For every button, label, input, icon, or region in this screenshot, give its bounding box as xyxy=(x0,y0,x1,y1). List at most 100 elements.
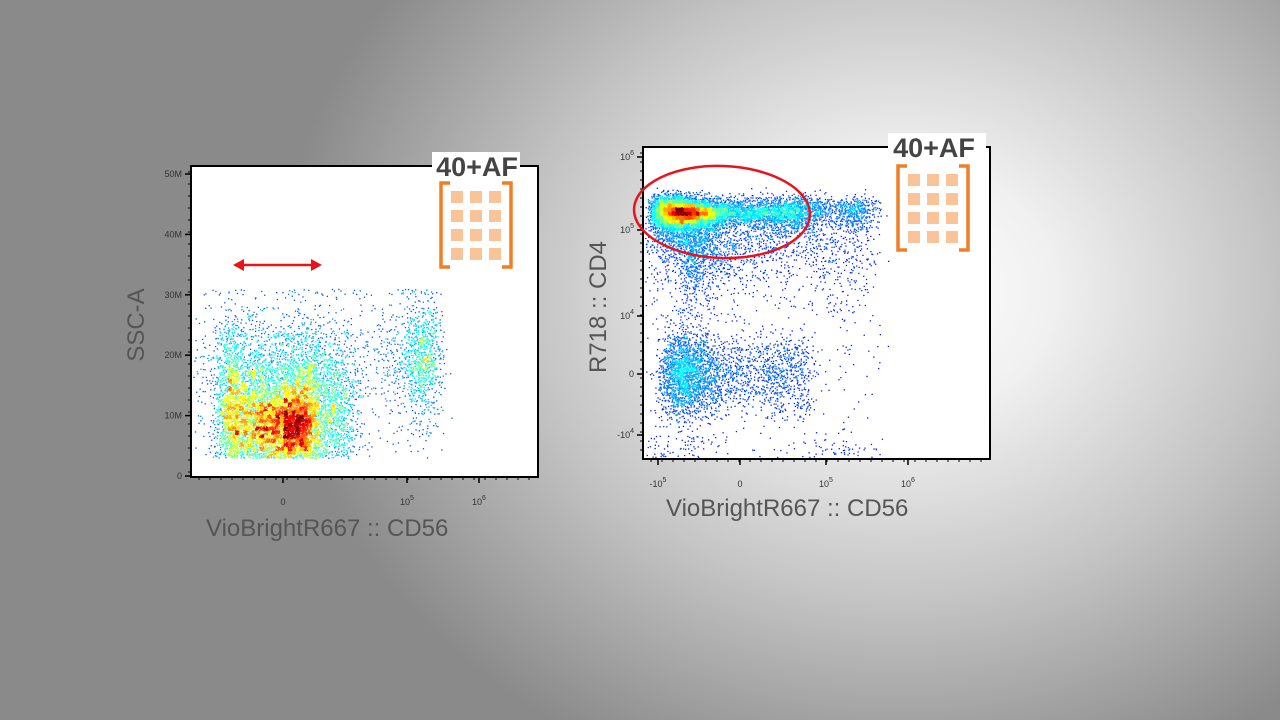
data-point xyxy=(349,447,350,448)
data-point xyxy=(217,452,218,453)
data-point xyxy=(241,334,242,335)
data-point xyxy=(313,373,314,374)
data-point xyxy=(328,371,329,372)
data-point xyxy=(356,454,357,455)
data-point xyxy=(225,435,226,436)
data-point xyxy=(292,382,293,383)
data-point xyxy=(344,407,345,408)
data-point xyxy=(321,407,322,408)
data-point xyxy=(335,404,336,405)
data-point xyxy=(231,336,232,337)
data-point xyxy=(317,362,318,363)
data-point xyxy=(361,412,362,413)
data-point xyxy=(303,381,304,382)
data-point xyxy=(333,350,334,351)
data-point xyxy=(294,300,295,301)
data-point xyxy=(273,360,274,361)
data-point xyxy=(221,374,222,375)
data-point xyxy=(302,296,303,297)
data-point xyxy=(292,371,293,372)
data-point xyxy=(211,440,212,441)
data-point xyxy=(290,377,291,378)
data-point xyxy=(322,338,323,339)
data-point xyxy=(215,453,216,454)
data-point xyxy=(335,360,336,361)
data-point xyxy=(253,312,254,313)
data-point xyxy=(266,340,267,341)
data-point xyxy=(333,374,334,375)
data-point xyxy=(318,432,319,433)
data-point xyxy=(372,408,373,409)
data-point xyxy=(234,393,235,394)
data-point xyxy=(317,386,318,387)
data-point xyxy=(240,414,241,415)
data-point xyxy=(338,404,339,405)
data-point xyxy=(330,374,331,375)
data-point xyxy=(257,390,258,391)
data-point xyxy=(334,431,335,432)
data-point xyxy=(222,419,223,420)
data-point xyxy=(313,402,314,403)
data-point xyxy=(336,439,337,440)
data-point xyxy=(241,355,242,356)
data-point xyxy=(253,383,254,384)
data-point xyxy=(250,373,251,374)
data-point xyxy=(239,404,240,405)
data-point xyxy=(287,377,288,378)
data-point xyxy=(223,340,224,341)
data-point xyxy=(235,315,236,316)
data-point xyxy=(314,428,315,429)
data-point xyxy=(221,452,222,453)
data-point xyxy=(223,445,224,446)
data-point xyxy=(336,350,337,351)
data-point xyxy=(316,331,317,332)
data-point xyxy=(335,373,336,374)
data-point xyxy=(237,344,238,345)
data-point xyxy=(325,406,326,407)
data-point xyxy=(222,438,223,439)
data-point xyxy=(215,427,216,428)
data-point xyxy=(332,396,333,397)
data-point xyxy=(317,315,318,316)
data-point xyxy=(339,374,340,375)
data-point xyxy=(250,344,251,345)
data-point xyxy=(221,344,222,345)
data-point xyxy=(280,320,281,321)
data-point xyxy=(345,445,346,446)
data-point xyxy=(327,445,328,446)
data-point xyxy=(305,354,306,355)
data-point xyxy=(218,379,219,380)
data-point xyxy=(305,371,306,372)
data-point xyxy=(323,375,324,376)
data-point xyxy=(231,343,232,344)
data-point xyxy=(234,381,235,382)
data-point xyxy=(232,445,233,446)
data-point xyxy=(219,328,220,329)
data-point xyxy=(258,379,259,380)
data-point xyxy=(332,418,333,419)
data-point xyxy=(276,292,277,293)
data-point xyxy=(322,408,323,409)
data-point xyxy=(224,424,225,425)
data-point xyxy=(232,338,233,339)
data-point xyxy=(353,390,354,391)
data-point xyxy=(220,421,221,422)
data-point xyxy=(338,420,339,421)
data-point xyxy=(216,443,217,444)
data-point xyxy=(327,378,328,379)
data-point xyxy=(263,329,264,330)
data-point xyxy=(314,370,315,371)
data-point xyxy=(344,373,345,374)
data-point xyxy=(245,393,246,394)
data-point xyxy=(327,388,328,389)
data-point xyxy=(318,363,319,364)
data-point xyxy=(342,368,343,369)
data-point xyxy=(221,436,222,437)
data-point xyxy=(221,372,222,373)
data-point xyxy=(348,400,349,401)
data-point xyxy=(370,364,371,365)
data-point xyxy=(323,397,324,398)
data-point xyxy=(243,327,244,328)
data-point xyxy=(212,381,213,382)
data-point xyxy=(349,429,350,430)
